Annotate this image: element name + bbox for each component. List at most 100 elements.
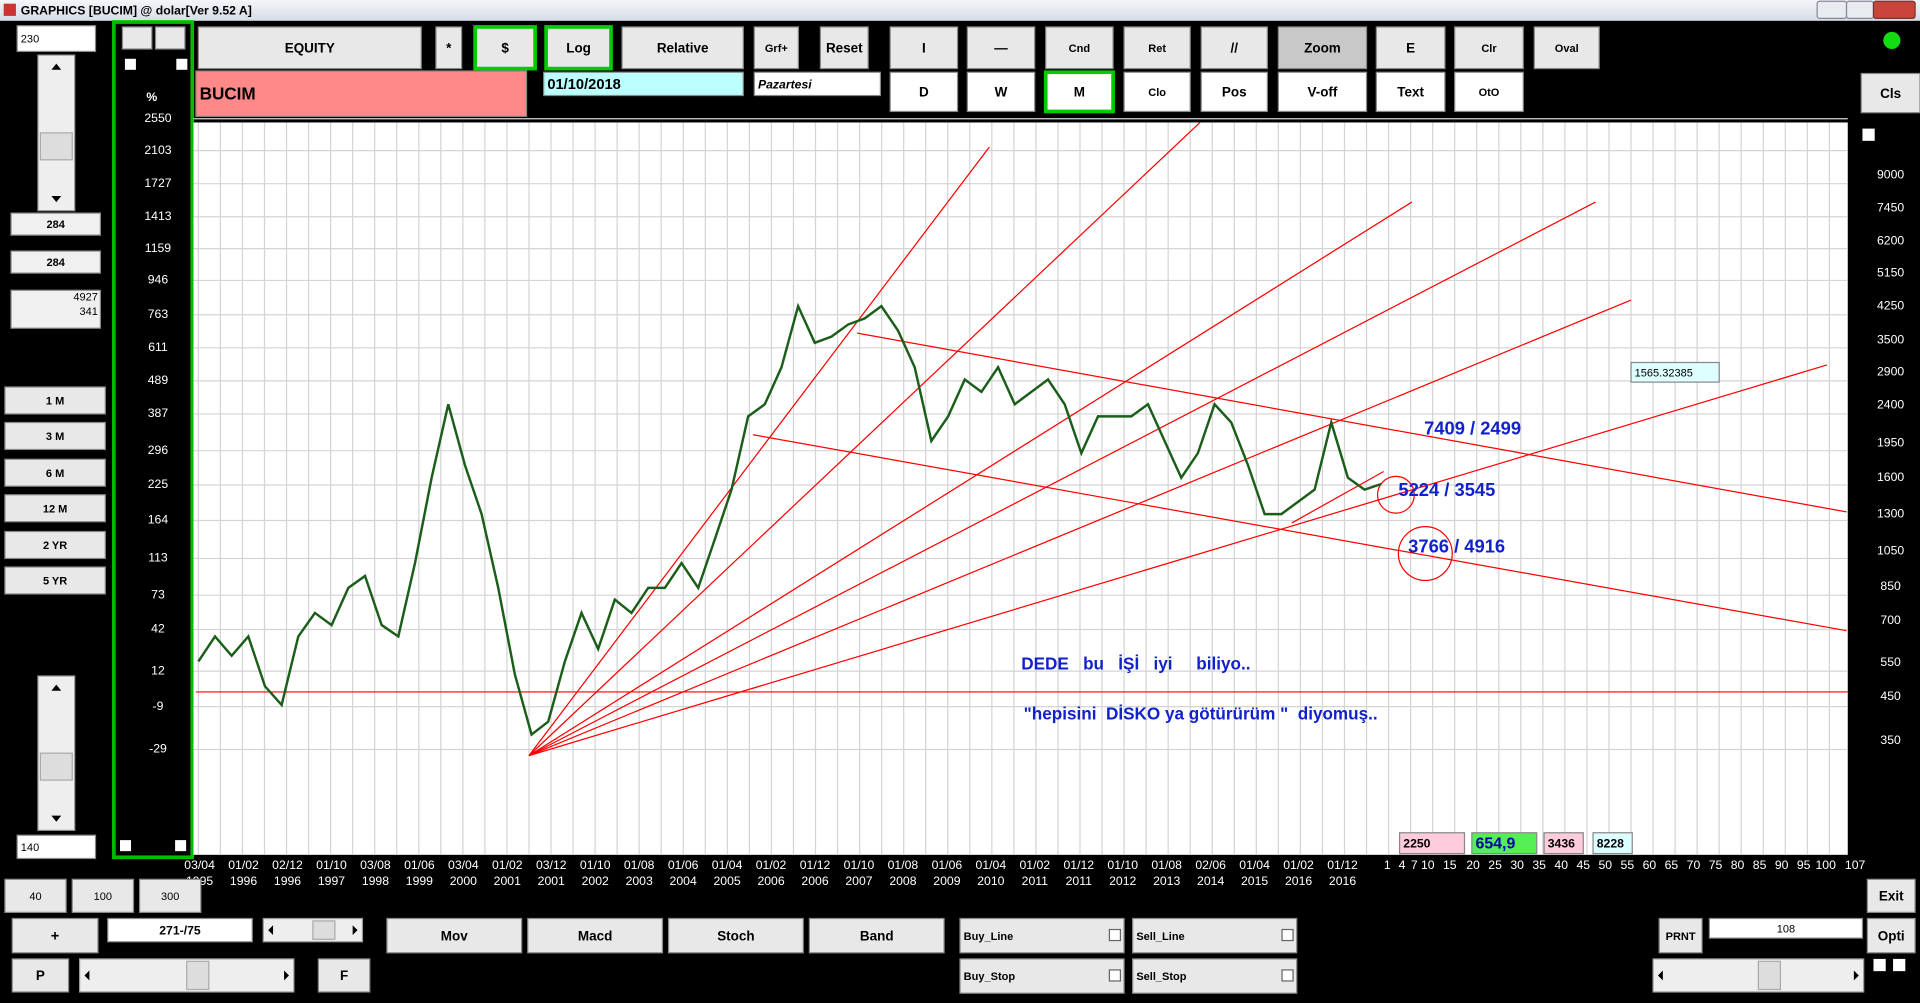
checkbox[interactable] [175, 840, 187, 852]
arrow-button[interactable] [154, 26, 186, 50]
button[interactable]: V-off [1277, 71, 1368, 113]
checkbox[interactable] [1281, 969, 1294, 982]
button-label[interactable]: Mov [441, 928, 468, 943]
close-button[interactable] [1872, 0, 1916, 19]
checkbox[interactable] [1873, 958, 1886, 972]
button-face[interactable] [966, 26, 1036, 70]
button-face[interactable] [753, 26, 799, 70]
button[interactable]: PRNT [1658, 917, 1703, 954]
button-label[interactable]: Zoom [1304, 41, 1341, 56]
button-label[interactable]: W [995, 85, 1008, 100]
button-face[interactable] [1860, 72, 1920, 114]
button-face[interactable] [819, 26, 869, 70]
button[interactable]: Sell_Line [1132, 917, 1298, 954]
scroll-arrow[interactable] [51, 815, 62, 822]
button[interactable]: EQUITY [197, 26, 422, 70]
checkbox[interactable] [1108, 928, 1122, 942]
button-label[interactable]: Sell_Line [1136, 931, 1184, 943]
button[interactable]: D [889, 71, 959, 113]
button-label[interactable]: Macd [578, 928, 612, 943]
checkbox[interactable] [176, 58, 188, 70]
arrow-button[interactable] [121, 26, 153, 50]
button[interactable]: // [1200, 26, 1268, 70]
button-face[interactable] [71, 878, 135, 913]
button-label[interactable]: Buy_Line [964, 931, 1014, 943]
button-label[interactable]: P [36, 968, 45, 983]
button[interactable]: 12 M [4, 494, 106, 523]
button-label[interactable]: 1 M [46, 396, 64, 408]
button-face[interactable] [1200, 26, 1268, 70]
checkbox[interactable] [1108, 969, 1122, 982]
button[interactable]: Grf+ [753, 26, 799, 70]
button-label[interactable]: PRNT [1666, 931, 1696, 943]
button-label[interactable]: Reset [826, 41, 863, 56]
button[interactable]: Clo [1123, 71, 1191, 113]
checkbox[interactable] [1862, 128, 1875, 141]
button[interactable]: M [1043, 70, 1115, 114]
button[interactable]: — [966, 26, 1036, 70]
button-face[interactable] [544, 25, 613, 71]
button-label[interactable]: Buy_Stop [964, 971, 1016, 983]
button-label[interactable]: Sell_Stop [1136, 971, 1186, 983]
button-face[interactable] [4, 386, 106, 415]
button-label[interactable]: Band [860, 928, 894, 943]
button[interactable]: OtO [1454, 71, 1524, 113]
button-label[interactable]: Opti [1878, 928, 1905, 943]
button-face[interactable] [527, 917, 664, 954]
button[interactable]: Pos [1200, 71, 1268, 113]
checkbox[interactable] [1893, 958, 1906, 972]
button-label[interactable]: D [919, 85, 929, 100]
button-face[interactable] [1277, 71, 1368, 113]
button-label[interactable]: E [1406, 41, 1415, 56]
button-face[interactable] [4, 566, 106, 595]
button-label[interactable]: 3 M [46, 431, 64, 443]
button-face[interactable] [4, 421, 106, 451]
scroll-arrow[interactable] [51, 195, 62, 203]
button-face[interactable] [1454, 26, 1524, 70]
scroll-thumb[interactable] [312, 920, 336, 940]
scroll-thumb[interactable] [39, 752, 73, 781]
button-label[interactable]: Clo [1148, 87, 1166, 99]
button[interactable]: Exit [1866, 878, 1916, 913]
button-face[interactable] [386, 917, 523, 954]
button-label[interactable]: 5 YR [43, 576, 67, 588]
button-label[interactable]: 300 [161, 891, 179, 903]
button-label[interactable]: 12 M [43, 503, 67, 515]
button-face[interactable] [1132, 958, 1298, 994]
button-label[interactable]: // [1231, 41, 1239, 56]
button[interactable]: P [11, 958, 70, 993]
scroll-arrow[interactable] [284, 970, 289, 981]
button[interactable]: Cnd [1045, 26, 1114, 70]
button[interactable]: Relative [621, 26, 744, 70]
button[interactable]: Mov [386, 917, 523, 954]
button-face[interactable] [435, 26, 463, 70]
button-face[interactable] [1375, 26, 1446, 70]
button-face[interactable] [197, 26, 422, 70]
button-face[interactable] [138, 878, 202, 913]
button-face[interactable] [966, 71, 1036, 113]
button-face[interactable] [1045, 26, 1114, 70]
button-label[interactable]: EQUITY [285, 41, 335, 56]
scroll-arrow[interactable] [352, 925, 358, 936]
button[interactable]: 6 M [4, 458, 106, 487]
button-face[interactable] [1375, 71, 1446, 113]
button[interactable]: * [435, 26, 463, 70]
button-face[interactable] [1866, 917, 1916, 954]
button[interactable]: Log [544, 25, 613, 71]
button-face[interactable] [1454, 71, 1524, 113]
button-face[interactable] [1123, 26, 1191, 70]
button-face[interactable] [1866, 878, 1916, 913]
button[interactable]: 100 [71, 878, 135, 913]
button-face[interactable] [473, 25, 537, 71]
button-label[interactable]: OtO [1479, 87, 1500, 99]
scroll-arrow[interactable] [51, 684, 62, 691]
button[interactable]: 40 [4, 878, 67, 913]
button[interactable]: Stoch [667, 917, 804, 954]
button[interactable]: Reset [819, 26, 869, 70]
button-label[interactable]: M [1074, 85, 1085, 100]
button-face[interactable] [889, 71, 959, 113]
scroll-arrow[interactable] [1657, 970, 1663, 981]
button[interactable]: Text [1375, 71, 1446, 113]
button-label[interactable]: 40 [29, 891, 41, 903]
button-label[interactable]: I [922, 41, 926, 56]
